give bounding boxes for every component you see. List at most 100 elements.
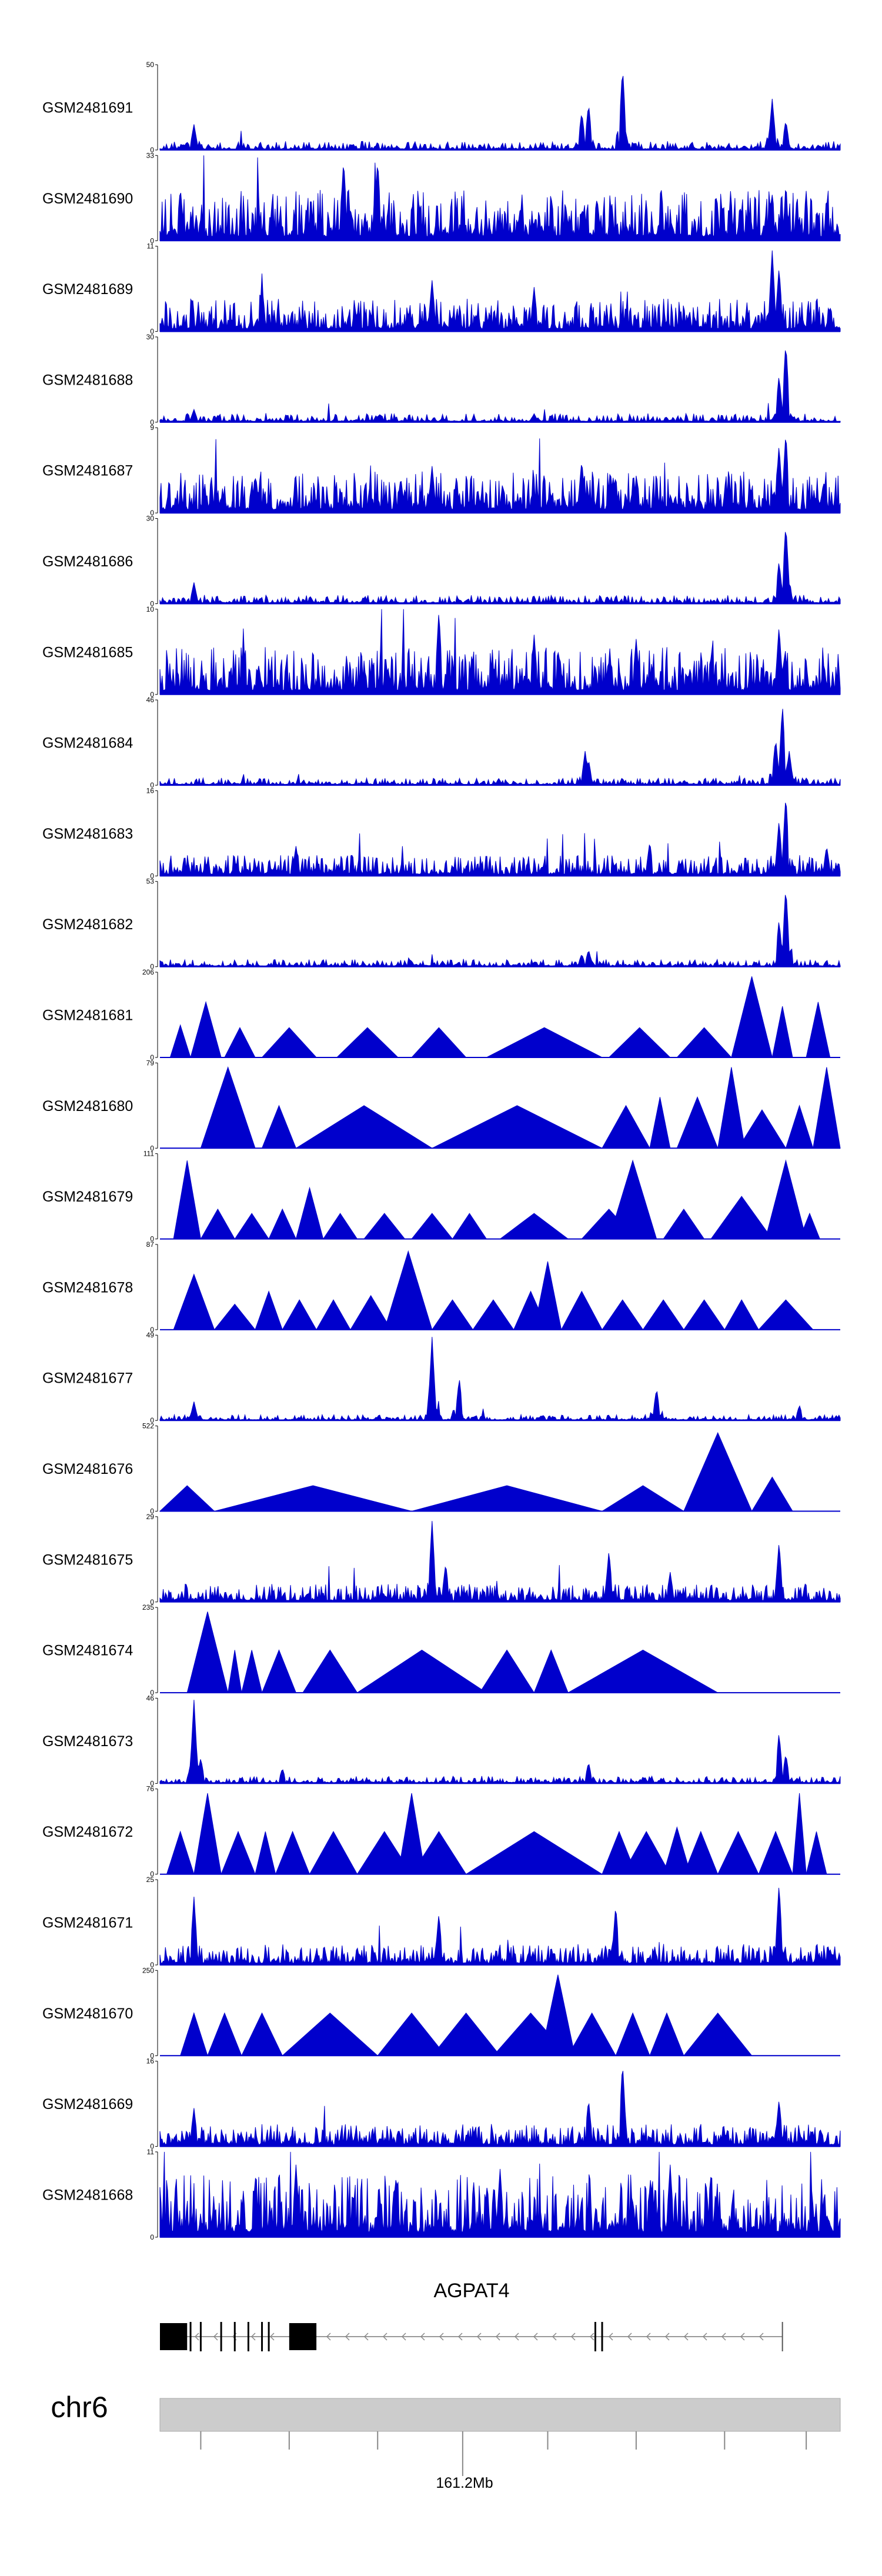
track-GSM2481668: GSM2481668 11 0 — [42, 2148, 841, 2241]
coverage-signal — [159, 2151, 841, 2238]
coverage-peak — [193, 1793, 222, 1875]
coverage-peak — [186, 1611, 229, 1693]
coverage-peak — [309, 1831, 358, 1875]
coverage-peak — [785, 1105, 814, 1149]
y-tick-label-max: 25 — [146, 1876, 155, 1884]
coverage-peak — [220, 1830, 256, 1875]
gene-annotation-track: AGPAT4 — [160, 2280, 783, 2351]
y-tick-label-min: 0 — [150, 146, 154, 154]
coverage-peak — [724, 1299, 760, 1330]
coverage-peak — [683, 1432, 753, 1511]
y-tick-label-min: 0 — [150, 2233, 154, 2241]
coverage-peak — [602, 1299, 644, 1330]
track-GSM2481672: GSM2481672 76 0 — [42, 1785, 840, 1878]
coverage-peak — [350, 1294, 392, 1330]
track-label: GSM2481670 — [42, 2006, 133, 2022]
strand-arrow-icon — [194, 2333, 199, 2341]
coverage-signal — [159, 1521, 841, 1603]
y-tick-label-max: 50 — [146, 61, 155, 69]
coverage-peak — [214, 1485, 412, 1511]
y-tick-label-max: 10 — [146, 605, 155, 613]
coverage-peak — [190, 1000, 222, 1058]
strand-arrow-icon — [608, 2333, 613, 2341]
axis-position-label: 161.2Mb — [436, 2475, 493, 2491]
coverage-peak — [180, 2012, 208, 2056]
coverage-peak — [377, 2012, 446, 2056]
track-GSM2481686: GSM2481686 30 0 — [42, 515, 841, 608]
coverage-peak — [410, 1027, 467, 1058]
coverage-peak — [771, 1006, 793, 1058]
coverage-peak — [159, 1485, 215, 1511]
y-tick-label-min: 0 — [150, 1235, 154, 1243]
track-label: GSM2481677 — [42, 1370, 133, 1387]
strand-arrow-icon — [552, 2333, 557, 2341]
coverage-peak — [275, 1830, 310, 1875]
coverage-peak — [465, 1831, 603, 1875]
track-label: GSM2481671 — [42, 1915, 133, 1931]
y-tick-label-min: 0 — [150, 328, 154, 336]
coverage-peak — [649, 2012, 684, 2056]
coverage-peak — [431, 1299, 474, 1330]
gene-model-AGPAT4 — [160, 2322, 783, 2351]
strand-arrow-icon — [683, 2333, 689, 2341]
coverage-peak — [602, 1105, 650, 1149]
strand-arrow-icon — [345, 2333, 350, 2341]
track-label: GSM2481672 — [42, 1824, 133, 1840]
coverage-peak — [255, 1831, 276, 1875]
track-label: GSM2481673 — [42, 1733, 133, 1750]
chromosome-ideogram-bar — [159, 2398, 841, 2432]
coverage-peak — [683, 1830, 719, 1875]
y-tick-label-min: 0 — [150, 2143, 154, 2151]
coverage-signal — [159, 609, 841, 695]
track-GSM2481684: GSM2481684 46 0 — [42, 696, 841, 789]
y-tick-label-max: 11 — [147, 242, 155, 251]
y-tick-label-min: 0 — [150, 418, 154, 426]
coverage-peak — [228, 1650, 242, 1693]
y-tick-label-max: 76 — [146, 1785, 155, 1793]
track-GSM2481680: GSM2481680 79 0 — [42, 1059, 841, 1152]
coverage-peak — [255, 1290, 283, 1330]
coverage-signal — [159, 895, 841, 967]
coverage-peak — [411, 1831, 467, 1875]
coverage-peak — [472, 1299, 514, 1330]
track-label: GSM2481688 — [42, 372, 133, 388]
strand-arrow-icon — [213, 2333, 218, 2341]
track-GSM2481689: GSM2481689 11 0 — [42, 242, 841, 336]
strand-arrow-icon — [326, 2333, 331, 2341]
y-tick-label-max: 111 — [143, 1150, 155, 1158]
coverage-signal — [159, 1700, 841, 1784]
y-tick-label-min: 0 — [150, 509, 154, 517]
strand-arrow-icon — [646, 2333, 651, 2341]
coverage-peak — [384, 1250, 433, 1330]
coverage-peak — [663, 1208, 705, 1240]
track-label: GSM2481679 — [42, 1189, 133, 1205]
coverage-peak — [737, 1109, 787, 1149]
track-GSM2481691: GSM2481691 50 0 — [42, 61, 841, 154]
coverage-peak — [234, 1213, 270, 1240]
track-GSM2481683: GSM2481683 16 0 — [42, 786, 841, 880]
coverage-peak — [710, 1196, 773, 1240]
track-GSM2481675: GSM2481675 29 0 — [42, 1513, 841, 1606]
coverage-peak — [676, 1027, 733, 1058]
coverage-peak — [207, 2012, 242, 2056]
y-tick-label-min: 0 — [150, 1598, 154, 1606]
gene-exon-coding — [289, 2323, 317, 2350]
coverage-peak — [622, 1831, 671, 1875]
coverage-peak — [295, 1186, 324, 1240]
track-label: GSM2481682 — [42, 916, 133, 933]
coverage-peak — [540, 1974, 576, 2056]
y-tick-label-min: 0 — [150, 781, 154, 789]
coverage-peak — [281, 2013, 379, 2056]
track-label: GSM2481683 — [42, 826, 133, 842]
strand-arrow-icon — [759, 2333, 764, 2341]
coverage-peak — [806, 1002, 831, 1058]
chromosome-label: chr6 — [51, 2391, 108, 2424]
track-label: GSM2481687 — [42, 463, 133, 479]
coverage-peak — [649, 1097, 671, 1149]
coverage-peak — [169, 1024, 191, 1058]
coverage-peak — [663, 1826, 691, 1875]
coverage-peak — [261, 1027, 318, 1058]
y-tick-label-max: 9 — [150, 423, 154, 432]
coverage-peak — [411, 1485, 603, 1511]
